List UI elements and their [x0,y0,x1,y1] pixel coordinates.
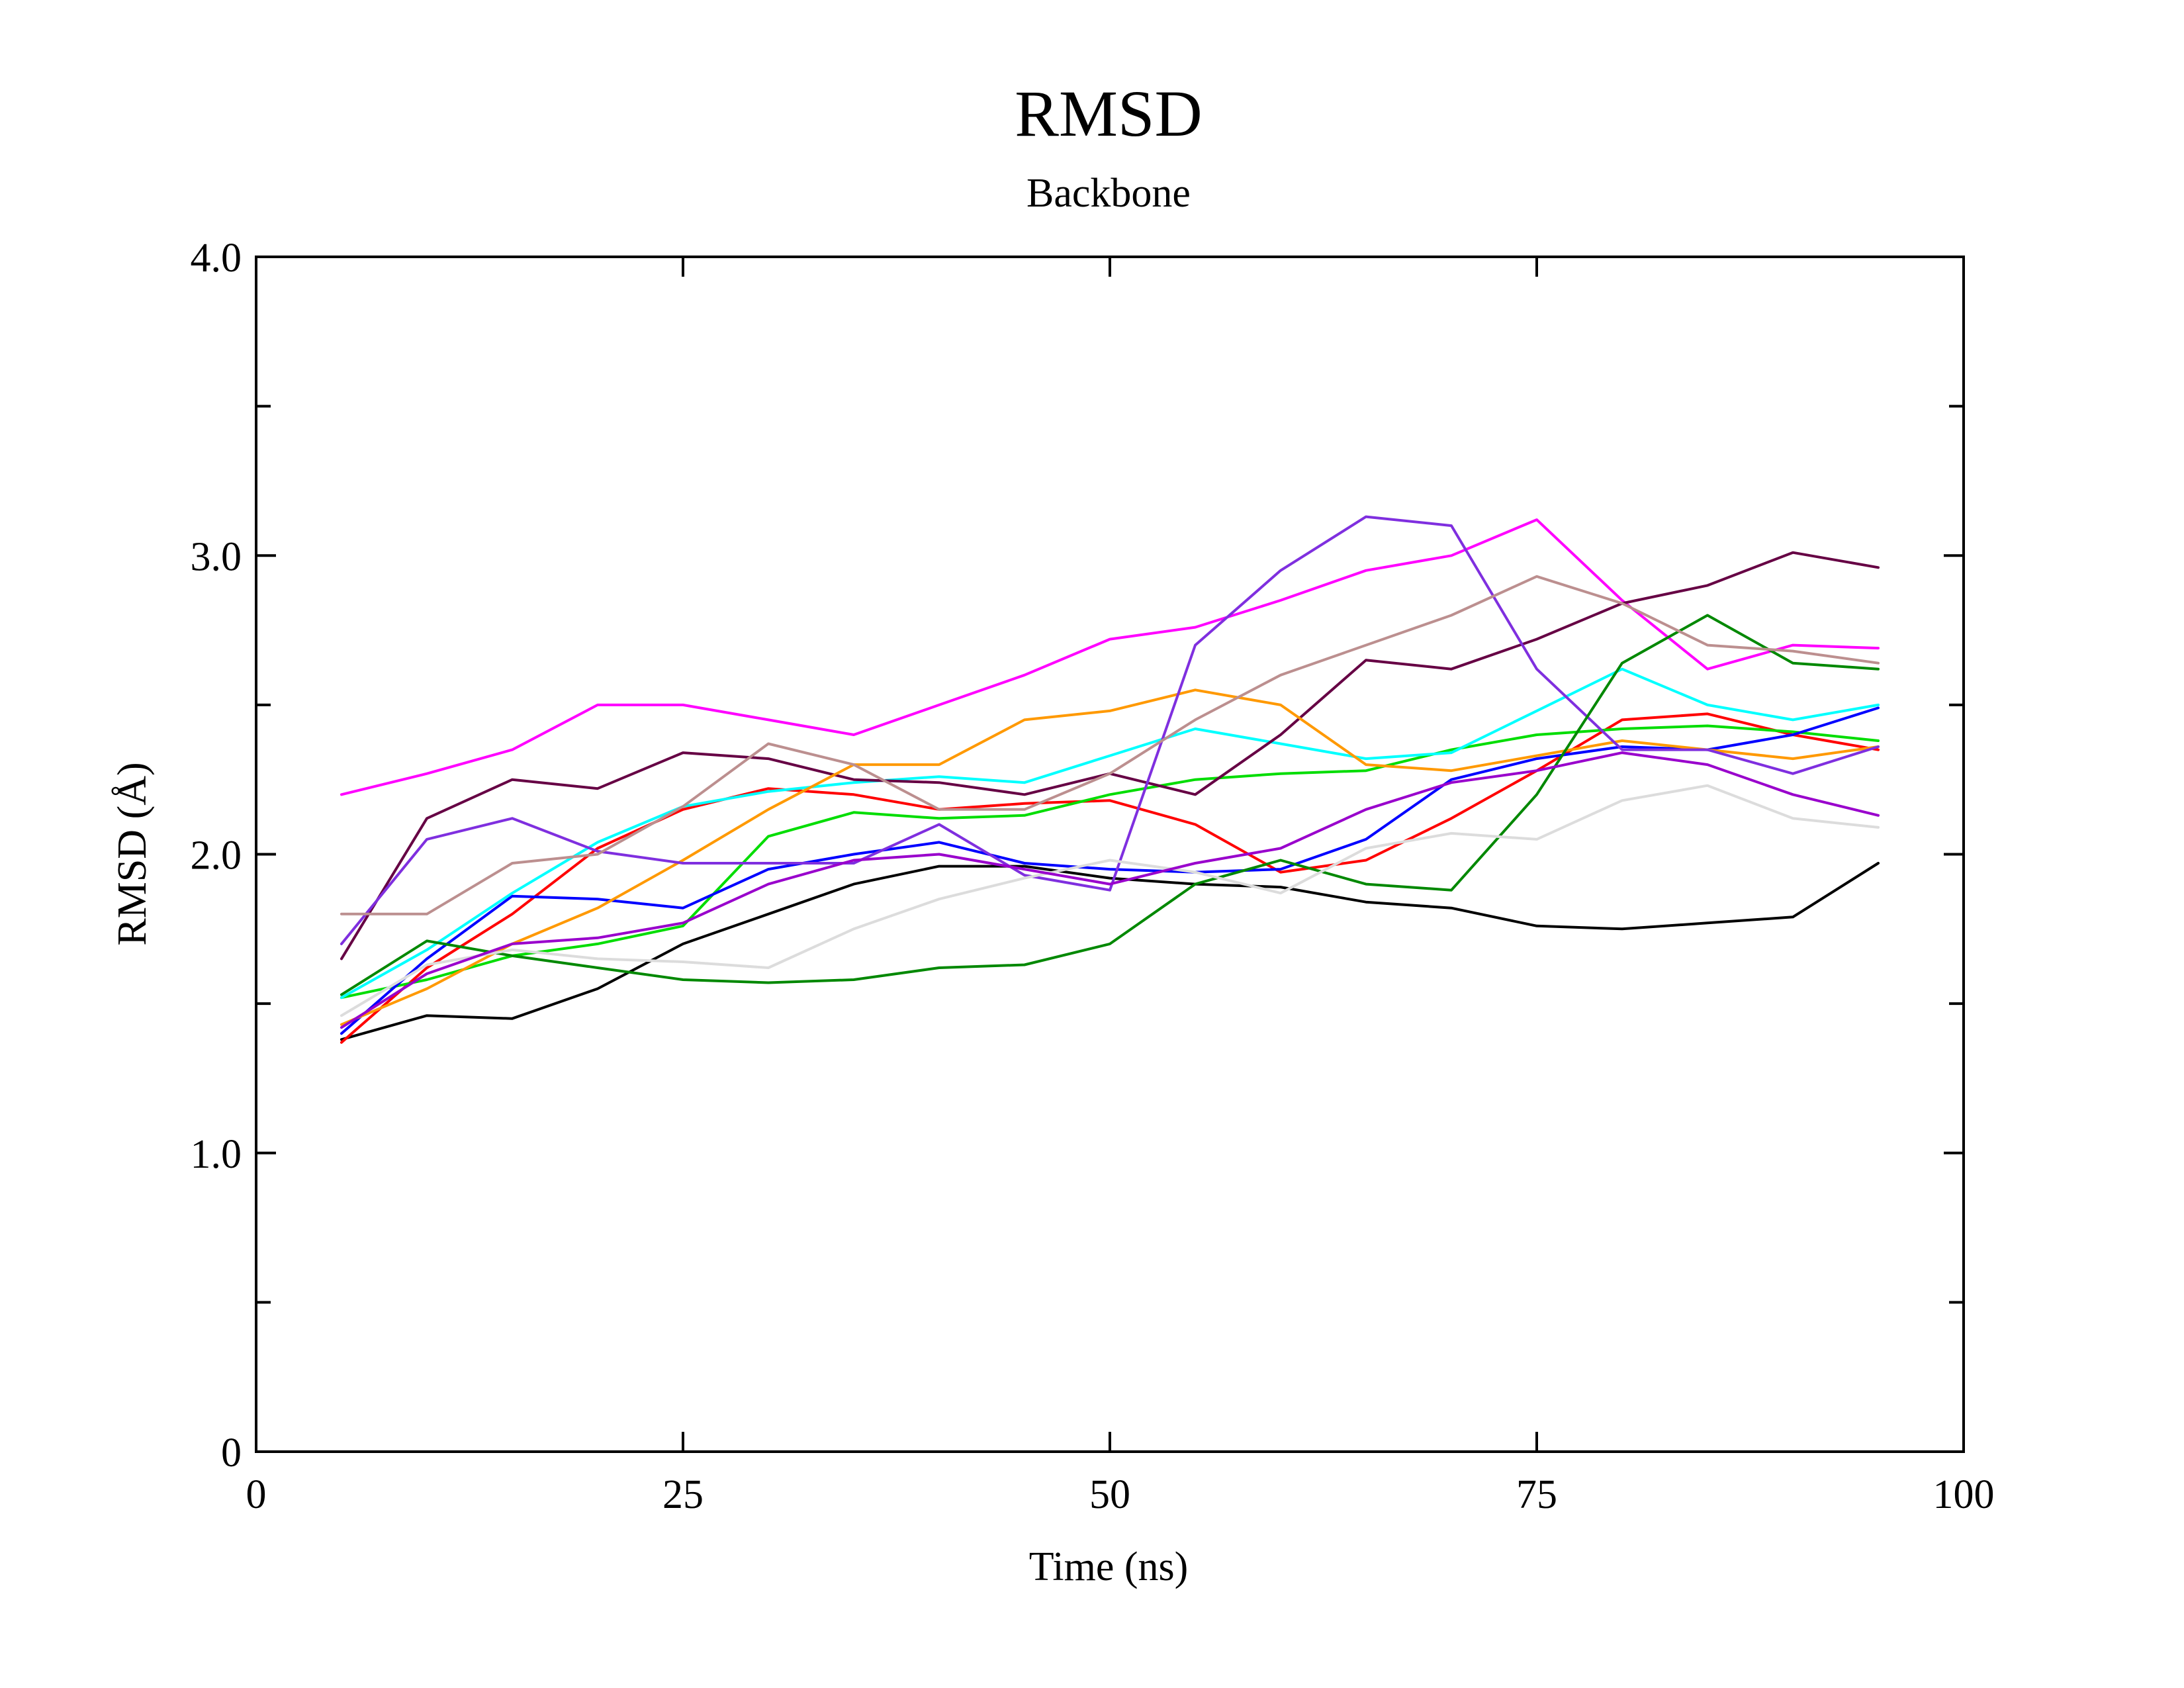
plot-layer: 0 25 50 75 100 0 1.0 2.0 3.0 4.0 [191,236,1995,1517]
y-tick-label: 2.0 [191,833,242,878]
chart-title: RMSD [1015,77,1202,150]
series-line-5 [340,518,1880,796]
plot-frame [255,256,1965,1453]
y-axis-label: RMSD (Å) [110,762,155,945]
series-line-1 [340,862,1880,1041]
y-tick-label: 3.0 [191,534,242,579]
series-line-3 [340,724,1880,1000]
x-tick-label: 100 [1933,1472,1995,1517]
series-line-11 [340,575,1880,915]
series-line-9 [340,515,1880,945]
x-tick-label: 0 [246,1472,267,1517]
y-tick-label: 0 [221,1430,242,1476]
x-tick-label: 50 [1089,1472,1130,1517]
series-line-13 [340,751,1880,1029]
series-line-6 [340,667,1880,1000]
chart-subtitle: Backbone [1026,171,1191,216]
series-line-2 [340,712,1880,1044]
x-axis-label: Time (ns) [1029,1544,1189,1589]
x-tick-label: 75 [1516,1472,1557,1517]
y-tick-label: 4.0 [191,236,242,281]
series-line-4 [340,706,1880,1035]
series-line-12 [340,784,1880,1017]
x-tick-label: 25 [662,1472,704,1517]
y-tick-label: 1.0 [191,1132,242,1177]
series-line-10 [340,614,1880,996]
series-line-8 [340,688,1880,1026]
